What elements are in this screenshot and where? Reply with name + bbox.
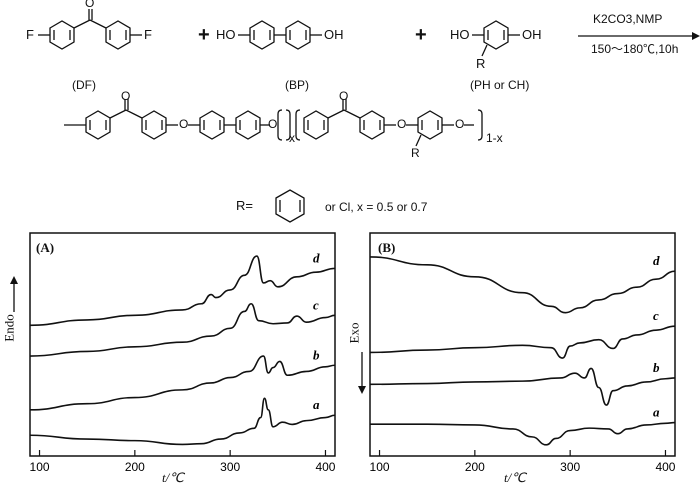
df-left-atom: F (26, 27, 34, 42)
bp-left-group: HO (216, 27, 236, 42)
plot-frame-b (369, 232, 676, 457)
df-right-atom: F (144, 27, 152, 42)
poly-ether-o-4: O (455, 117, 465, 131)
curve-label-d: d (653, 253, 660, 268)
bp-ring-right (285, 20, 311, 50)
bp-ring-left (249, 20, 275, 50)
poly-subscript-x: x (289, 131, 295, 145)
x-tick-label: 400 (315, 460, 335, 474)
poly-ether-o-3: O (397, 117, 407, 131)
x-tick-label: 400 (655, 460, 675, 474)
df-ring-right (105, 20, 131, 50)
ph-label: (PH or CH) (470, 78, 530, 92)
df-label: (DF) (72, 78, 96, 92)
curve-a (369, 421, 676, 446)
r-definition-suffix: or Cl, x = 0.5 or 0.7 (325, 200, 428, 214)
plot-frame-a (29, 232, 336, 457)
curve-label-b: b (653, 360, 660, 375)
ph-right-group: OH (522, 27, 542, 42)
curve-d (29, 255, 336, 327)
curve-d (369, 256, 676, 314)
curve-b (29, 355, 336, 411)
exo-arrow-head (358, 386, 366, 394)
poly-ring-2 (141, 110, 167, 140)
panel-b-title: (B) (378, 240, 396, 255)
curve-label-a: a (313, 397, 320, 412)
poly-ring-1 (85, 110, 111, 140)
poly-ring-7 (417, 110, 443, 140)
poly-carbonyl-o-2: O (339, 89, 349, 103)
panel-a-title: (A) (36, 240, 55, 255)
ph-left-group: HO (450, 27, 470, 42)
df-ring-left (49, 20, 75, 50)
panel-a-ylabel: Endo (1, 314, 17, 342)
ph-substituent: R (476, 56, 486, 71)
poly-ring-6 (359, 110, 385, 140)
poly-ring-5 (303, 110, 329, 140)
curve-label-c: c (313, 297, 319, 312)
x-tick-label: 100 (370, 460, 390, 474)
panel-b-ylabel: Exo (346, 322, 362, 344)
curve-c (29, 302, 336, 357)
curve-label-d: d (313, 250, 320, 265)
curve-label-a: a (653, 405, 660, 420)
endo-arrow-head (10, 276, 18, 284)
poly-substituent-r: R (411, 146, 420, 160)
panel-b-xlabel: t/℃ (504, 470, 526, 485)
curve-b (369, 367, 676, 406)
curve-label-c: c (653, 308, 659, 323)
plus-2: + (415, 24, 427, 46)
x-tick-label: 300 (220, 460, 240, 474)
curve-label-b: b (313, 347, 320, 362)
x-tick-label: 200 (465, 460, 485, 474)
poly-carbonyl-o-1: O (121, 89, 131, 103)
conditions-top: K2CO3,NMP (593, 12, 663, 26)
x-tick-label: 200 (125, 460, 145, 474)
r-benzene (275, 189, 305, 223)
reaction-scheme (38, 9, 700, 223)
panel-a-xlabel: t/℃ (162, 470, 184, 485)
x-tick-label: 300 (560, 460, 580, 474)
curve-a (29, 397, 336, 446)
r-definition-prefix: R= (236, 198, 253, 213)
poly-ether-o-1: O (179, 117, 189, 131)
poly-ether-o-2: O (268, 117, 278, 131)
curve-c (369, 325, 676, 359)
plus-1: + (198, 24, 210, 46)
ph-ring (483, 20, 509, 50)
conditions-bottom: 150～180℃,10h (591, 42, 679, 56)
x-tick-label: 100 (30, 460, 50, 474)
poly-ring-3 (199, 110, 225, 140)
bp-label: (BP) (285, 78, 309, 92)
poly-ring-4 (235, 110, 261, 140)
bp-right-group: OH (324, 27, 344, 42)
poly-subscript-1-x: 1-x (486, 131, 503, 145)
df-carbonyl-o: O (85, 0, 95, 10)
